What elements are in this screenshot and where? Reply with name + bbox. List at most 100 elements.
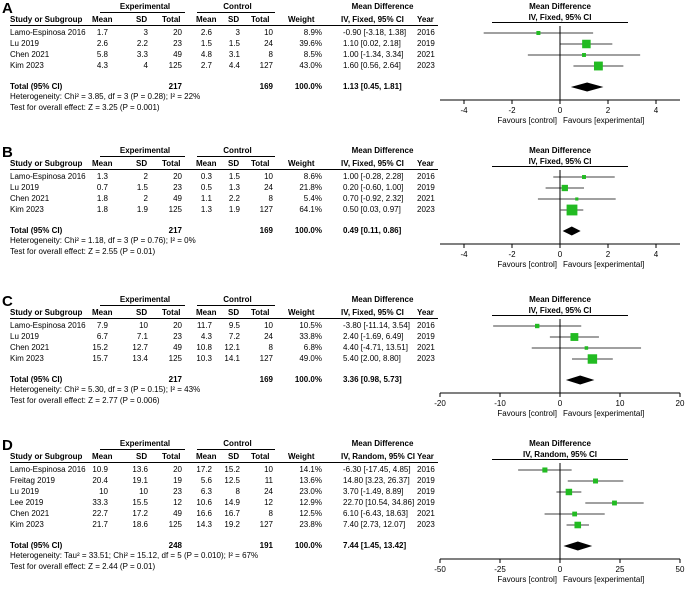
control-sd: 3 [235, 28, 240, 37]
mean-difference-ci: -6.30 [-17.45, 4.85] [343, 465, 411, 474]
total-weight: 100.0% [294, 375, 322, 384]
header-rule [197, 156, 275, 157]
study-year: 2016 [417, 172, 435, 181]
experimental-mean: 7.9 [96, 321, 108, 330]
experimental-sd: 3.3 [136, 50, 148, 59]
experimental-total-sum: 217 [168, 375, 182, 384]
control-mean: 2.6 [200, 28, 212, 37]
experimental-sd: 1.9 [136, 205, 148, 214]
control-mean: 6.3 [200, 487, 212, 496]
study-point-estimate [582, 175, 586, 179]
experimental-total: 23 [173, 487, 182, 496]
overall-effect-text: Test for overall effect: Z = 2.44 (P = 0… [10, 562, 156, 571]
header-rule [197, 12, 275, 13]
experimental-sd: 13.6 [132, 465, 148, 474]
mean-difference-ci: 14.80 [3.23, 26.37] [343, 476, 410, 485]
control-total: 10 [264, 321, 273, 330]
weight-column-header: Weight [288, 15, 315, 24]
mean-column-header: Mean [196, 308, 217, 317]
x-tick-label: 0 [558, 565, 563, 574]
control-mean: 4.3 [200, 332, 212, 341]
sd-column-header: SD [136, 159, 148, 168]
study-point-estimate [582, 53, 586, 57]
control-total: 8 [268, 194, 273, 203]
study-point-estimate [593, 478, 599, 484]
favours-experimental-label: Favours [experimental] [563, 409, 644, 418]
study-weight: 49.0% [299, 354, 322, 363]
study-column-header: Study or Subgroup [10, 15, 83, 24]
experimental-total-sum: 217 [168, 226, 182, 235]
header-rule [100, 449, 185, 450]
total-column-header: Total [162, 15, 181, 24]
control-mean: 11.7 [197, 321, 212, 330]
experimental-sd: 15.5 [132, 498, 148, 507]
mean-column-header: Mean [92, 308, 113, 317]
sd-column-header: SD [136, 15, 148, 24]
mean-difference-header: Mean Difference [351, 2, 414, 11]
control-mean: 1.5 [200, 39, 212, 48]
experimental-total: 20 [173, 172, 182, 181]
favours-experimental-label: Favours [experimental] [563, 260, 644, 269]
control-mean: 10.3 [196, 354, 212, 363]
experimental-total: 20 [173, 321, 182, 330]
x-tick-label: 20 [676, 399, 685, 408]
total-column-header: Total [162, 159, 181, 168]
experimental-group-header: Experimental [119, 2, 171, 11]
favours-control-label: Favours [control] [497, 575, 557, 584]
mean-difference-ci: 1.10 [0.02, 2.18] [343, 39, 401, 48]
study-weight: 12.5% [299, 509, 322, 518]
experimental-mean: 0.7 [96, 183, 108, 192]
study-year: 2019 [417, 476, 435, 485]
study-weight: 13.6% [299, 476, 322, 485]
study-name: Kim 2023 [10, 354, 44, 363]
experimental-mean: 33.3 [92, 498, 108, 507]
study-year: 2019 [417, 498, 435, 507]
total-weight: 100.0% [294, 82, 322, 91]
study-weight: 14.1% [299, 465, 322, 474]
mean-difference-ci: 1.00 [-0.28, 2.28] [343, 172, 404, 181]
sd-column-header: SD [136, 452, 148, 461]
favours-control-label: Favours [control] [497, 260, 557, 269]
experimental-mean: 1.3 [96, 172, 108, 181]
year-column-header: Year [417, 452, 434, 461]
experimental-total: 125 [168, 354, 182, 363]
study-weight: 33.8% [299, 332, 322, 341]
x-tick-label: -10 [494, 399, 506, 408]
study-year: 2021 [417, 50, 435, 59]
x-tick-label: -50 [434, 565, 446, 574]
study-point-estimate [575, 197, 579, 201]
experimental-mean: 22.7 [92, 509, 108, 518]
total-label: Total (95% CI) [10, 226, 63, 235]
experimental-total: 49 [173, 343, 182, 352]
total-weight: 100.0% [294, 541, 322, 550]
total-label: Total (95% CI) [10, 82, 63, 91]
study-year: 2021 [417, 194, 435, 203]
panel-label: C [2, 293, 13, 310]
study-name: Lee 2019 [10, 498, 44, 507]
experimental-sd: 3 [143, 28, 148, 37]
x-tick-label: 2 [606, 250, 611, 259]
favours-experimental-label: Favours [experimental] [563, 575, 644, 584]
study-year: 2023 [417, 520, 435, 529]
control-total-sum: 191 [259, 541, 273, 550]
control-total: 12 [264, 498, 273, 507]
control-sd: 16.7 [224, 509, 240, 518]
study-weight: 21.8% [299, 183, 322, 192]
header-rule [100, 12, 185, 13]
control-total-sum: 169 [259, 226, 273, 235]
panel-label: D [2, 437, 13, 454]
plot-mean-difference-header: Mean Difference [529, 439, 591, 448]
x-tick-label: 0 [558, 399, 563, 408]
control-total: 10 [264, 28, 273, 37]
header-rule [197, 449, 275, 450]
x-tick-label: -2 [508, 106, 516, 115]
x-tick-label: 4 [654, 250, 659, 259]
header-rule [100, 305, 185, 306]
favours-control-label: Favours [control] [497, 409, 557, 418]
control-total: 11 [264, 476, 273, 485]
control-sd: 12.1 [224, 343, 240, 352]
study-year: 2019 [417, 487, 435, 496]
mean-difference-ci: 7.40 [2.73, 12.07] [343, 520, 406, 529]
control-sd: 14.1 [224, 354, 240, 363]
mean-column-header: Mean [196, 15, 217, 24]
